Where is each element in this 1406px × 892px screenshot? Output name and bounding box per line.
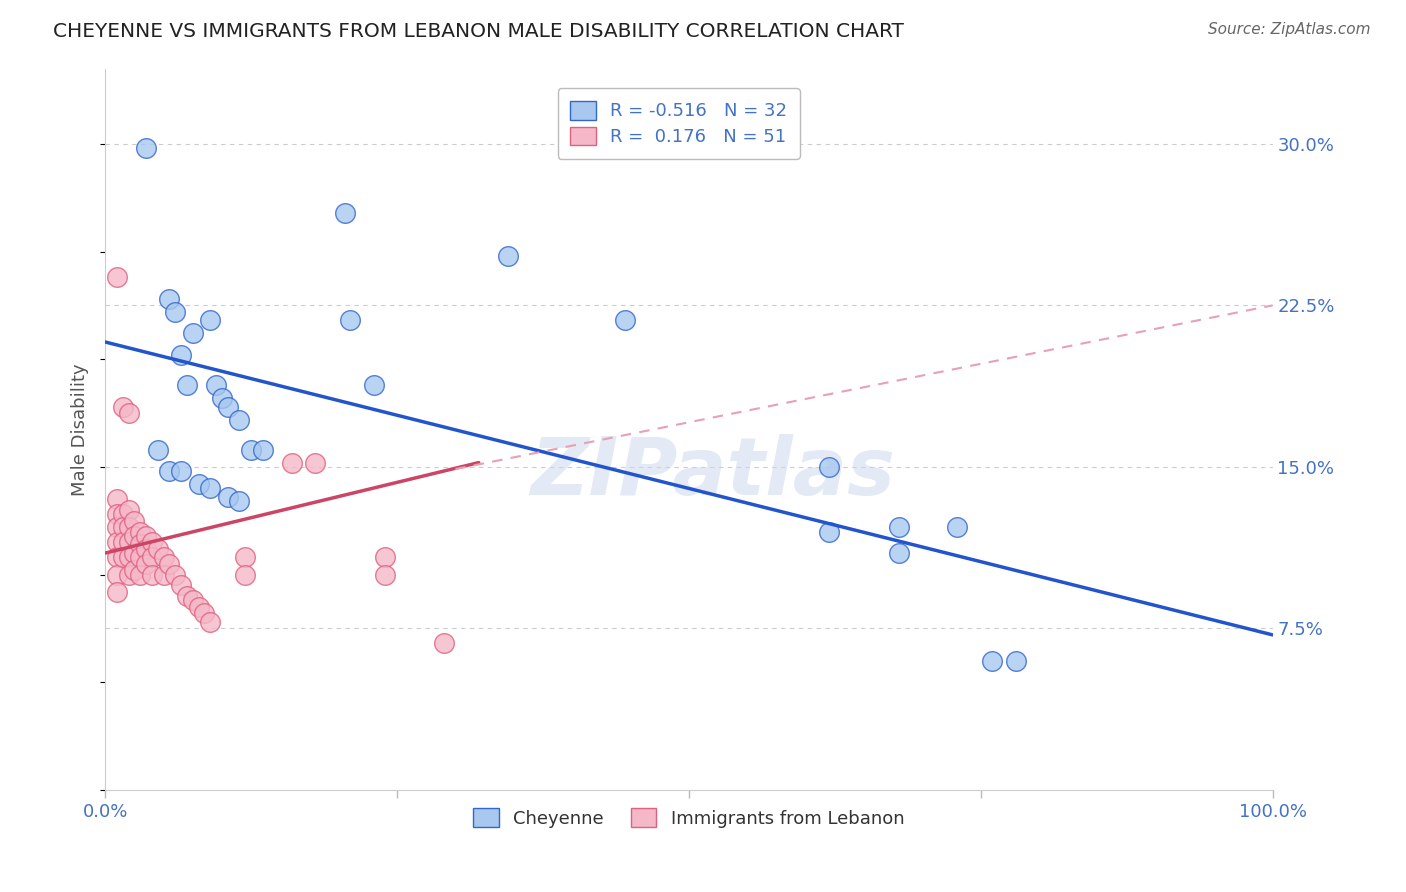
Text: Source: ZipAtlas.com: Source: ZipAtlas.com (1208, 22, 1371, 37)
Point (124, 563, 146, 577)
Point (117, 503, 139, 517)
Point (165, 567, 187, 582)
Point (135, 141, 157, 155)
Point (135, 541, 157, 556)
Point (135, 529, 157, 543)
Point (433, 636, 456, 650)
Point (124, 529, 146, 543)
Point (105, 550, 128, 565)
Point (105, 535, 128, 549)
Point (170, 578, 193, 592)
Point (111, 508, 134, 522)
Point (146, 541, 169, 556)
Point (117, 406, 139, 420)
Point (374, 550, 396, 565)
Point (141, 567, 163, 582)
Point (374, 567, 396, 582)
Point (152, 567, 174, 582)
Point (187, 477, 209, 491)
Point (496, 249, 519, 263)
Point (141, 550, 163, 565)
Point (333, 206, 356, 220)
Point (117, 550, 139, 565)
Point (105, 567, 128, 582)
Point (157, 292, 180, 306)
Point (818, 524, 841, 539)
Point (117, 520, 139, 534)
Point (105, 584, 128, 599)
Point (613, 313, 636, 327)
Point (211, 391, 233, 405)
Point (129, 537, 152, 551)
Point (111, 520, 134, 534)
Point (141, 535, 163, 549)
Point (129, 567, 152, 582)
Point (105, 492, 128, 507)
Text: CHEYENNE VS IMMIGRANTS FROM LEBANON MALE DISABILITY CORRELATION CHART: CHEYENNE VS IMMIGRANTS FROM LEBANON MALE… (53, 22, 904, 41)
Point (181, 326, 204, 341)
Point (124, 514, 146, 528)
Point (363, 378, 385, 392)
Point (193, 607, 215, 621)
Point (281, 456, 304, 470)
Y-axis label: Male Disability: Male Disability (72, 363, 89, 496)
Point (233, 567, 256, 582)
Point (252, 442, 274, 457)
Point (117, 567, 139, 582)
Point (111, 400, 134, 414)
Legend: Cheyenne, Immigrants from Lebanon: Cheyenne, Immigrants from Lebanon (467, 801, 911, 835)
Point (200, 313, 222, 327)
Point (228, 494, 250, 508)
Point (1004, 654, 1026, 668)
Point (217, 400, 239, 414)
Point (200, 615, 222, 629)
Point (152, 550, 174, 565)
Point (111, 535, 134, 549)
Point (176, 589, 198, 603)
Point (157, 464, 180, 478)
Point (176, 378, 198, 392)
Point (304, 456, 326, 470)
Point (200, 482, 222, 496)
Point (170, 348, 193, 362)
Point (181, 593, 204, 607)
Point (146, 442, 169, 457)
Point (205, 378, 228, 392)
Point (117, 535, 139, 549)
Point (170, 464, 193, 478)
Point (818, 459, 841, 474)
Point (233, 550, 256, 565)
Point (887, 520, 910, 534)
Point (129, 524, 152, 539)
Point (887, 546, 910, 560)
Point (105, 520, 128, 534)
Point (157, 557, 180, 571)
Point (981, 654, 1004, 668)
Point (217, 490, 239, 504)
Point (129, 550, 152, 565)
Point (111, 550, 134, 565)
Point (165, 305, 187, 319)
Point (339, 313, 361, 327)
Point (105, 508, 128, 522)
Point (124, 546, 146, 560)
Point (135, 557, 157, 571)
Text: ZIPatlas: ZIPatlas (530, 434, 894, 511)
Point (228, 412, 250, 426)
Point (240, 442, 263, 457)
Point (105, 270, 128, 285)
Point (946, 520, 969, 534)
Point (187, 599, 209, 614)
